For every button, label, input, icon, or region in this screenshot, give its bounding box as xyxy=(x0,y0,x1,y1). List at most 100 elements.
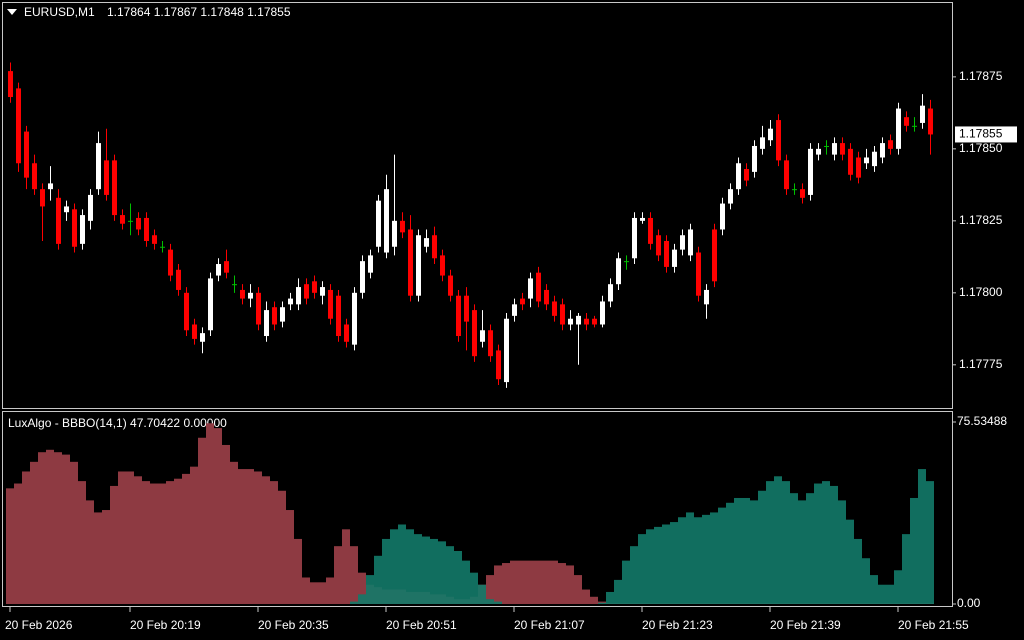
indicator-column xyxy=(6,488,14,604)
candle-body xyxy=(312,281,317,293)
indicator-column xyxy=(782,481,790,604)
indicator-title: LuxAlgo - BBBO(14,1) 47.70422 0.00000 xyxy=(8,416,227,430)
candle-body xyxy=(112,160,117,216)
candle-body xyxy=(496,350,501,380)
indicator-column xyxy=(558,563,566,604)
candle-body xyxy=(352,292,357,345)
indicator-columns xyxy=(6,423,934,604)
candle-body xyxy=(816,148,821,155)
indicator-column xyxy=(142,481,150,604)
indicator-column xyxy=(438,541,446,604)
candle-body xyxy=(464,295,469,322)
indicator-column xyxy=(718,507,726,604)
indicator-column xyxy=(494,601,502,604)
indicator-column xyxy=(374,555,382,604)
candle-body xyxy=(584,318,589,325)
indicator-column xyxy=(606,591,614,604)
indicator-column xyxy=(734,497,742,604)
candle-body xyxy=(160,246,165,248)
indicator-column xyxy=(518,560,526,604)
indicator-column xyxy=(630,546,638,604)
candle-body xyxy=(920,105,925,123)
candle-body xyxy=(56,197,61,244)
indicator-column xyxy=(222,444,230,604)
indicator-column xyxy=(446,546,454,604)
indicator-column xyxy=(910,497,918,604)
candle-body xyxy=(224,261,229,273)
indicator-column xyxy=(878,584,886,604)
candle-body xyxy=(856,157,861,178)
indicator-column xyxy=(14,483,22,604)
candle-body xyxy=(600,301,605,325)
indicator-column xyxy=(422,536,430,604)
candle-body xyxy=(608,284,613,302)
indicator-column xyxy=(902,534,910,604)
indicator-column xyxy=(694,517,702,604)
indicator-column xyxy=(318,582,326,604)
indicator-column xyxy=(214,428,222,604)
candle-body xyxy=(840,143,845,155)
candle-body xyxy=(864,157,869,164)
candle-body xyxy=(568,318,573,325)
indicator-column xyxy=(30,461,38,604)
indicator-column xyxy=(662,524,670,604)
indicator-column xyxy=(678,517,686,604)
indicator-column xyxy=(126,471,134,604)
candle-body xyxy=(144,217,149,241)
candle-body xyxy=(432,235,437,259)
candle-body xyxy=(64,206,69,213)
candle-body xyxy=(848,148,853,175)
candle-body xyxy=(256,292,261,325)
indicator-column xyxy=(646,529,654,604)
candle-body xyxy=(280,307,285,322)
indicator-column xyxy=(342,529,350,604)
candle-body xyxy=(384,189,389,253)
candle-body xyxy=(720,203,725,230)
indicator-column xyxy=(486,575,494,604)
indicator-column xyxy=(654,526,662,604)
candle-body xyxy=(648,217,653,244)
indicator-column xyxy=(886,584,894,604)
y-tick-label: 1.17850 xyxy=(959,141,1003,155)
indicator-column xyxy=(622,560,630,604)
indicator-column xyxy=(254,471,262,604)
indicator-column xyxy=(486,599,494,604)
candle-body xyxy=(656,235,661,256)
candle-body xyxy=(552,301,557,316)
indicator-column xyxy=(334,546,342,604)
candle-body xyxy=(664,240,669,267)
candle-body xyxy=(360,261,365,293)
candle-body xyxy=(800,189,805,198)
indicator-column xyxy=(926,481,934,604)
indicator-column xyxy=(638,534,646,604)
indicator-column xyxy=(38,452,46,604)
indicator-column xyxy=(790,493,798,604)
candle-body xyxy=(200,333,205,342)
indicator-column xyxy=(382,538,390,604)
indicator-column xyxy=(70,461,78,604)
candle-body xyxy=(832,143,837,155)
collapse-icon[interactable] xyxy=(7,9,17,15)
indicator-column xyxy=(62,454,70,604)
candle-body xyxy=(288,298,293,305)
indicator-column xyxy=(134,476,142,604)
candle-body xyxy=(376,200,381,247)
candle-body xyxy=(128,220,133,222)
indicator-column xyxy=(78,481,86,604)
candle-body xyxy=(32,163,37,190)
indicator-column xyxy=(190,466,198,604)
indicator-column xyxy=(550,560,558,604)
candle-body xyxy=(728,189,733,204)
candle-body xyxy=(40,189,45,207)
marks-layer xyxy=(8,62,933,388)
candle-body xyxy=(544,289,549,305)
indicator-column xyxy=(670,522,678,604)
indicator-column xyxy=(158,483,166,604)
candle-body xyxy=(408,229,413,296)
indicator-column xyxy=(590,596,598,604)
y-tick-label: 1.17875 xyxy=(959,69,1003,83)
indicator-column xyxy=(758,490,766,604)
candle-body xyxy=(912,125,917,127)
candle-body xyxy=(632,217,637,259)
